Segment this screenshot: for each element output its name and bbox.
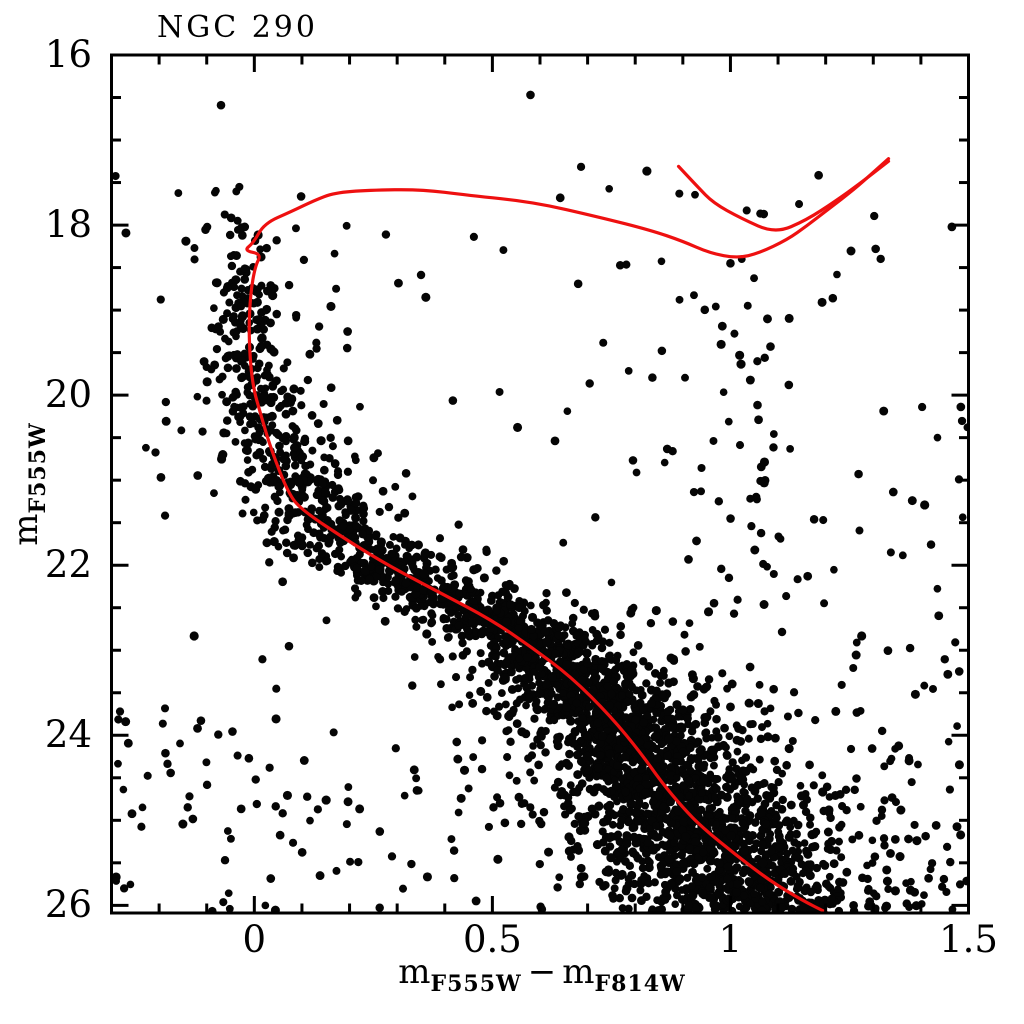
y-tick-label-16: 16 [44,33,92,76]
x-tick-label-0.5: 0.5 [462,918,522,961]
y-tick-label-22: 22 [44,543,92,587]
x-axis-title: mF555W − mF814W [398,952,686,997]
y-tick-label-26: 26 [44,883,92,927]
y-tick-label-20: 20 [44,373,92,417]
x-axis-title-m2: m [562,952,595,992]
y-axis-title-sub: F555W [25,422,51,514]
plot-title: NGC 290 [157,10,318,45]
x-axis-title-sub1: F555W [430,971,522,997]
x-tick-label-0: 0 [242,918,267,961]
y-tick-label-24: 24 [44,713,92,757]
x-tick-label-1: 1 [718,918,743,961]
x-axis-title-minus-sign: − [527,952,557,992]
y-axis-title-m: m [6,513,46,546]
x-axis-title-m1: m [398,952,431,992]
y-tick-label-18: 18 [44,203,92,247]
x-tick-label-1.5: 1.5 [939,918,998,961]
x-axis-title-sub2: F814W [594,971,686,997]
